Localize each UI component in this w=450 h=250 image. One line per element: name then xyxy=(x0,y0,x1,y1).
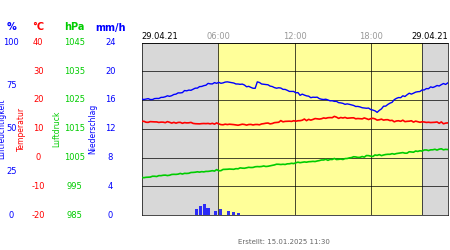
Text: 12: 12 xyxy=(105,124,116,133)
Text: 1045: 1045 xyxy=(64,38,85,47)
Text: 30: 30 xyxy=(33,67,44,76)
Text: 100: 100 xyxy=(4,38,19,47)
Text: °C: °C xyxy=(32,22,44,32)
Text: 985: 985 xyxy=(66,210,82,220)
Text: 1005: 1005 xyxy=(64,153,85,162)
Bar xyxy=(214,211,217,215)
Bar xyxy=(218,42,371,215)
Text: 0: 0 xyxy=(36,153,41,162)
Text: -10: -10 xyxy=(32,182,45,191)
Bar xyxy=(237,213,240,215)
Text: 50: 50 xyxy=(6,124,17,133)
Text: 29.04.21: 29.04.21 xyxy=(142,32,179,41)
Text: -20: -20 xyxy=(32,210,45,220)
Bar xyxy=(227,212,230,215)
Text: hPa: hPa xyxy=(64,22,85,32)
Text: 16: 16 xyxy=(105,96,116,104)
Bar xyxy=(199,206,202,215)
Text: 20: 20 xyxy=(33,96,44,104)
Text: 0: 0 xyxy=(108,210,113,220)
Text: 10: 10 xyxy=(33,124,44,133)
Text: Niederschlag: Niederschlag xyxy=(88,104,97,154)
Bar xyxy=(371,42,422,215)
Text: Temperatur: Temperatur xyxy=(17,107,26,151)
Bar xyxy=(202,204,206,215)
Text: Luftfeuchtigkeit: Luftfeuchtigkeit xyxy=(0,98,6,159)
Text: 8: 8 xyxy=(108,153,113,162)
Bar xyxy=(195,209,198,215)
Text: 995: 995 xyxy=(67,182,82,191)
Text: 1015: 1015 xyxy=(64,124,85,133)
Text: 1035: 1035 xyxy=(64,67,85,76)
Text: Luftdruck: Luftdruck xyxy=(52,110,61,147)
Bar xyxy=(219,208,222,215)
Text: 25: 25 xyxy=(6,168,17,176)
Text: Erstellt: 15.01.2025 11:30: Erstellt: 15.01.2025 11:30 xyxy=(238,239,329,245)
Text: mm/h: mm/h xyxy=(95,22,126,32)
Bar xyxy=(207,208,210,215)
Text: %: % xyxy=(6,22,16,32)
Bar xyxy=(232,212,235,215)
Text: 29.04.21: 29.04.21 xyxy=(411,32,448,41)
Text: 24: 24 xyxy=(105,38,116,47)
Text: 1025: 1025 xyxy=(64,96,85,104)
Text: 40: 40 xyxy=(33,38,44,47)
Text: 4: 4 xyxy=(108,182,113,191)
Text: 75: 75 xyxy=(6,81,17,90)
Text: 20: 20 xyxy=(105,67,116,76)
Text: 0: 0 xyxy=(9,210,14,220)
